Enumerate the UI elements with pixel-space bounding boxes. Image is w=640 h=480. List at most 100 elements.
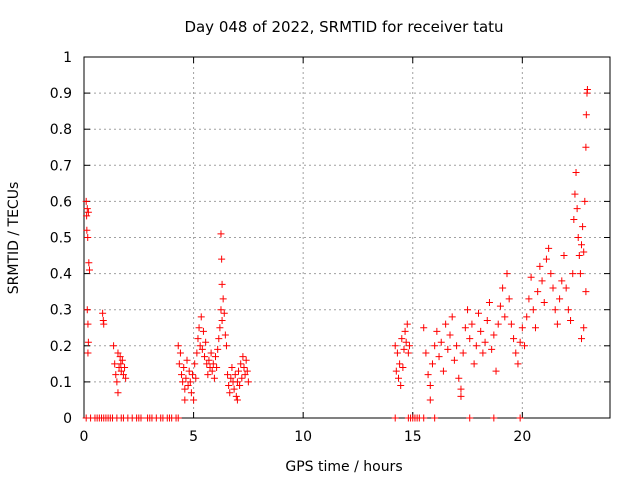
- data-point: [439, 367, 447, 375]
- y-tick-label: 1: [63, 50, 72, 66]
- data-point: [231, 371, 239, 379]
- data-point: [564, 306, 572, 314]
- data-point: [501, 313, 509, 321]
- data-point: [221, 331, 229, 339]
- data-point: [431, 342, 439, 350]
- data-point: [185, 367, 193, 375]
- grid-lines: [84, 57, 610, 418]
- data-point: [117, 360, 125, 368]
- data-point: [190, 396, 198, 404]
- data-point: [83, 205, 91, 213]
- data-point: [244, 378, 252, 386]
- data-point: [202, 338, 210, 346]
- y-tick-label: 0.6: [50, 194, 72, 210]
- data-point: [479, 349, 487, 357]
- data-point: [464, 306, 472, 314]
- data-point: [521, 342, 529, 350]
- data-point: [405, 342, 413, 350]
- data-point: [84, 349, 92, 357]
- data-point: [570, 215, 578, 223]
- data-point: [403, 320, 411, 328]
- data-point: [209, 360, 217, 368]
- data-point: [455, 374, 463, 382]
- data-point: [567, 317, 575, 325]
- data-point: [518, 324, 526, 332]
- data-point: [112, 371, 120, 379]
- data-point: [496, 302, 504, 310]
- data-point: [573, 205, 581, 213]
- data-point: [216, 324, 224, 332]
- data-point: [470, 360, 478, 368]
- y-tick-label: 0.3: [50, 303, 72, 319]
- data-point: [529, 306, 537, 314]
- data-point: [538, 277, 546, 285]
- data-point: [531, 324, 539, 332]
- data-point: [448, 313, 456, 321]
- data-point: [569, 270, 577, 278]
- data-point: [582, 288, 590, 296]
- data-point: [553, 320, 561, 328]
- data-point: [516, 338, 524, 346]
- data-point: [393, 349, 401, 357]
- data-point: [461, 324, 469, 332]
- data-point: [193, 349, 201, 357]
- data-point: [420, 324, 428, 332]
- data-point: [215, 335, 223, 343]
- data-point: [549, 284, 557, 292]
- data-point: [510, 335, 518, 343]
- data-point: [453, 342, 461, 350]
- data-point: [477, 327, 485, 335]
- data-point: [572, 169, 580, 177]
- data-point: [218, 280, 226, 288]
- data-point: [122, 374, 130, 382]
- data-point: [110, 342, 118, 350]
- data-point: [233, 378, 241, 386]
- data-point: [516, 414, 524, 422]
- data-point: [404, 349, 412, 357]
- data-point: [113, 378, 121, 386]
- data-point: [227, 374, 235, 382]
- data-points: [82, 85, 591, 422]
- data-point: [188, 371, 196, 379]
- data-point: [85, 266, 93, 274]
- data-point: [401, 327, 409, 335]
- data-point: [428, 360, 436, 368]
- data-point: [212, 353, 219, 361]
- y-tick-label: 0.4: [50, 267, 72, 283]
- data-point: [222, 342, 230, 350]
- data-point: [83, 212, 91, 220]
- data-point: [540, 298, 548, 306]
- data-point: [580, 324, 588, 332]
- y-tick-label: 0.7: [50, 158, 72, 174]
- x-tick-label: 5: [189, 429, 198, 445]
- data-point: [582, 111, 590, 119]
- data-point: [205, 356, 213, 364]
- data-point: [488, 345, 496, 353]
- data-point: [578, 241, 586, 249]
- data-point: [217, 306, 225, 314]
- data-point: [182, 374, 190, 382]
- data-point: [218, 317, 226, 325]
- y-tick-label: 0.2: [50, 339, 72, 355]
- data-point: [442, 320, 450, 328]
- data-point: [206, 363, 214, 371]
- data-point: [174, 342, 182, 350]
- data-point: [395, 374, 403, 382]
- data-point: [422, 349, 430, 357]
- data-point: [187, 389, 195, 397]
- data-point: [208, 367, 216, 375]
- data-point: [217, 230, 225, 238]
- data-point: [475, 309, 482, 317]
- data-point: [118, 356, 126, 364]
- data-point: [224, 371, 232, 379]
- data-point: [235, 367, 243, 375]
- data-point: [562, 284, 570, 292]
- data-point: [178, 371, 186, 379]
- data-point: [485, 298, 493, 306]
- data-point: [494, 320, 502, 328]
- data-point: [503, 270, 511, 278]
- data-point: [84, 234, 92, 241]
- data-point: [446, 331, 454, 339]
- data-point: [490, 414, 498, 422]
